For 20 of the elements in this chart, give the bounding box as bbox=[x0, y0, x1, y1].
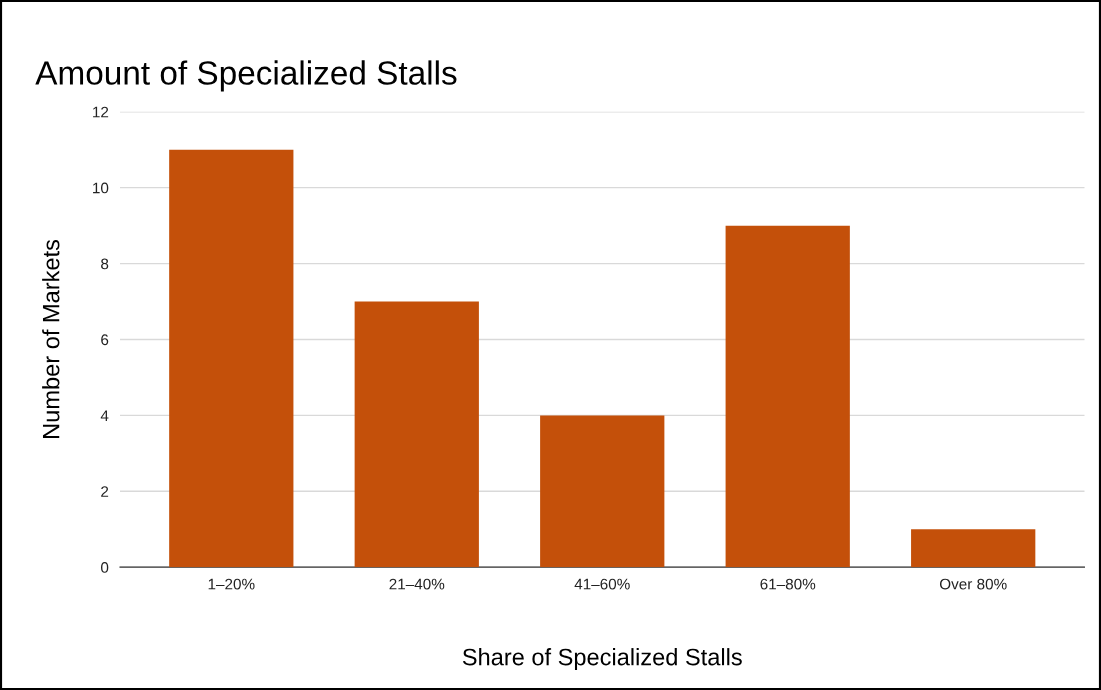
y-tick-label: 12 bbox=[93, 106, 109, 118]
chart-title: Amount of Specialized Stalls bbox=[35, 60, 457, 92]
x-tick-label: Over 80% bbox=[939, 578, 1007, 590]
x-tick-label: 61–80% bbox=[760, 578, 816, 590]
y-tick-label: 10 bbox=[93, 182, 109, 194]
y-tick-label: 2 bbox=[101, 486, 109, 497]
x-tick-label: 21–40% bbox=[389, 578, 445, 590]
bar bbox=[169, 149, 294, 568]
y-tick-label: 4 bbox=[100, 410, 109, 421]
y-tick-label: 0 bbox=[101, 562, 109, 573]
bar bbox=[540, 415, 665, 568]
bar bbox=[354, 301, 479, 568]
y-axis-title: Number of Markets bbox=[42, 239, 60, 438]
y-tick-label: 6 bbox=[101, 334, 109, 346]
y-tick-label: 8 bbox=[101, 258, 109, 270]
bar bbox=[725, 225, 850, 568]
bar bbox=[911, 529, 1036, 568]
x-tick-label: 41–60% bbox=[574, 578, 630, 590]
x-tick-label: 1–20% bbox=[208, 578, 255, 590]
x-axis-title: Share of Specialized Stalls bbox=[462, 648, 742, 671]
